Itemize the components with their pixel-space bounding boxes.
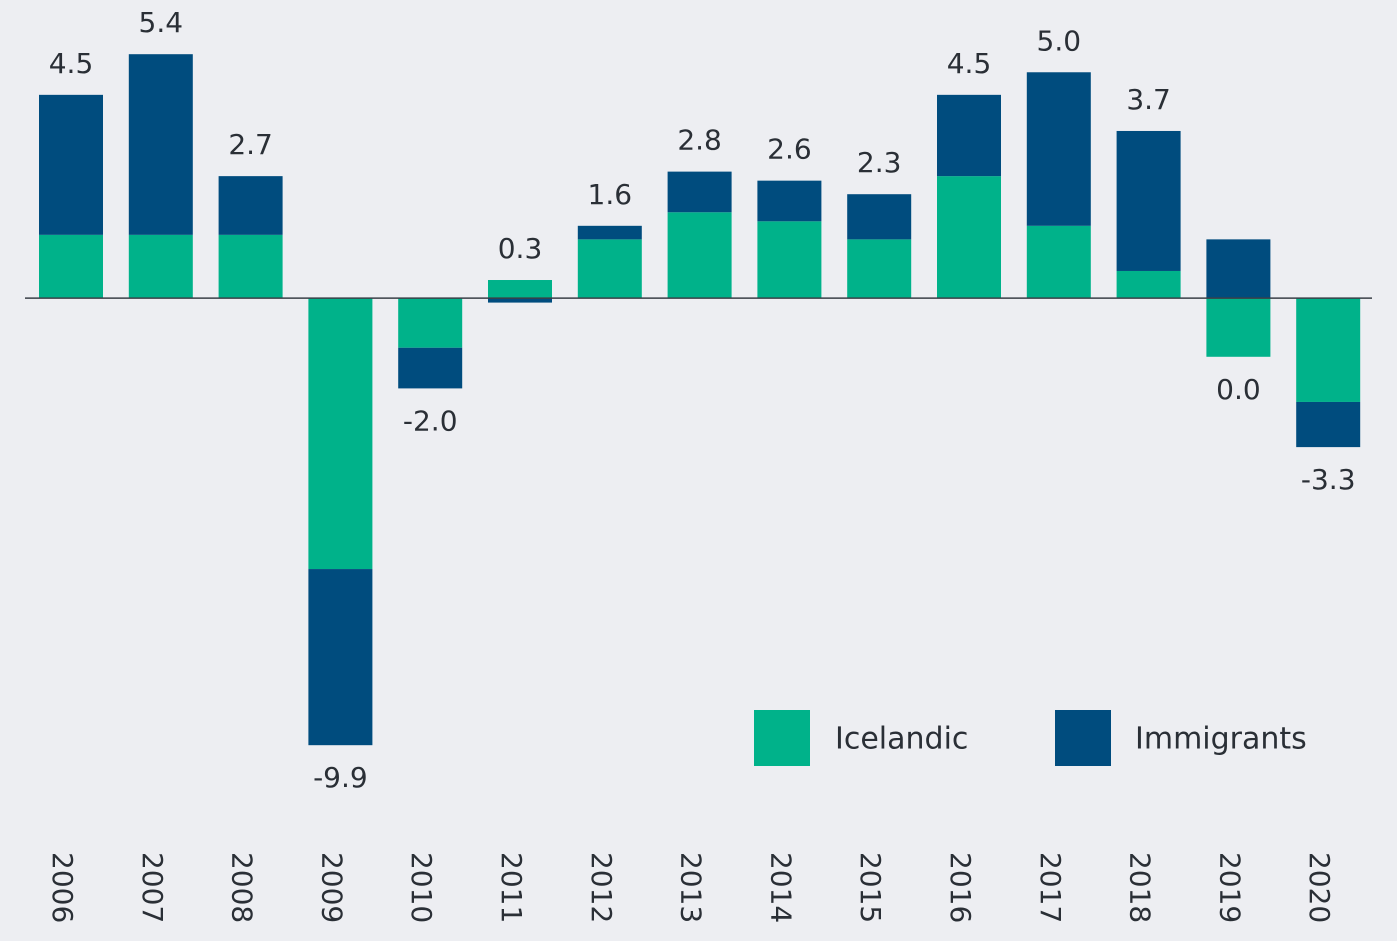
bar-segment [847, 239, 912, 299]
x-tick-label: 2011 [495, 852, 528, 923]
x-tick-label: 2010 [405, 852, 438, 923]
total-label: 4.5 [49, 47, 94, 80]
bar-segment [128, 234, 193, 299]
total-label: -3.3 [1301, 463, 1356, 496]
bar-segment [937, 176, 1001, 299]
bar-segment [1026, 72, 1091, 226]
total-label: 1.6 [588, 178, 633, 211]
total-label: 2.7 [228, 128, 273, 161]
legend-swatch [1055, 710, 1111, 766]
total-label: 2.6 [767, 133, 812, 166]
total-label: 0.3 [498, 232, 543, 265]
x-tick-label: 2006 [46, 852, 79, 923]
legend-label: Immigrants [1135, 722, 1307, 757]
total-label: -9.9 [313, 761, 368, 794]
bar-segment [128, 54, 193, 235]
x-tick-label: 2018 [1124, 852, 1157, 923]
x-tick-label: 2013 [675, 852, 708, 923]
x-tick-label: 2017 [1034, 852, 1067, 923]
bar-segment [1206, 239, 1271, 299]
total-label: 3.7 [1126, 83, 1171, 116]
legend-label: Icelandic [835, 722, 968, 757]
bar-segment [218, 176, 283, 235]
total-label: 4.5 [947, 47, 992, 80]
total-label: 2.8 [677, 124, 722, 157]
bar-segment [488, 298, 552, 303]
bar-segment [667, 171, 732, 213]
x-tick-label: 2012 [585, 852, 618, 923]
total-label: 5.0 [1037, 24, 1082, 57]
bar-segment [39, 234, 103, 299]
bar-segment [39, 94, 103, 235]
x-tick-label: 2009 [315, 852, 348, 923]
total-label: 5.4 [139, 6, 184, 39]
bar-segment [847, 194, 912, 240]
bar-segment [1116, 270, 1181, 299]
x-tick-label: 2015 [854, 852, 887, 923]
bar-segment [398, 298, 463, 348]
bar-segment [398, 347, 463, 389]
x-tick-label: 2007 [136, 852, 169, 923]
bar-segment [757, 221, 822, 299]
bar-segment [308, 569, 373, 746]
total-label: 2.3 [857, 146, 902, 179]
bar-segment [308, 298, 373, 570]
bar-segment [577, 225, 642, 240]
bar-segment [667, 212, 732, 299]
bar-segment [577, 239, 642, 299]
bar-segment [937, 94, 1001, 177]
bar-segment [1296, 298, 1361, 402]
x-tick-label: 2020 [1303, 852, 1336, 923]
bar-segment [1206, 298, 1271, 357]
bar-segment [218, 234, 283, 299]
x-tick-label: 2019 [1213, 852, 1246, 923]
legend-swatch [754, 710, 810, 766]
bar-segment [488, 280, 552, 299]
x-tick-label: 2014 [764, 852, 797, 923]
total-label: 0.0 [1216, 373, 1261, 406]
bar-segment [1116, 130, 1181, 271]
x-tick-label: 2008 [226, 852, 259, 923]
x-tick-label: 2016 [944, 852, 977, 923]
total-label: -2.0 [403, 404, 458, 437]
bar-segment [757, 180, 822, 222]
bar-segment [1296, 401, 1361, 448]
bar-segment [1026, 225, 1091, 299]
